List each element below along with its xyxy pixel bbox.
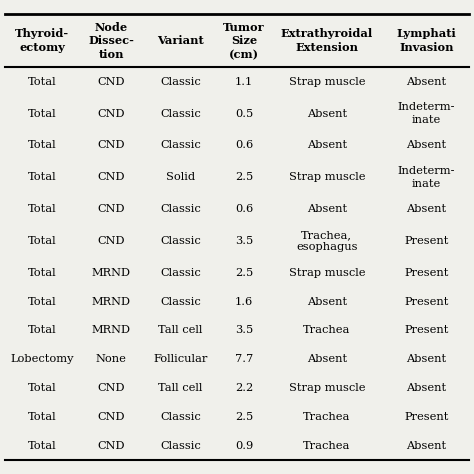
Text: CND: CND xyxy=(98,383,125,393)
Text: Absent: Absent xyxy=(406,383,447,393)
Text: Classic: Classic xyxy=(160,140,201,150)
Text: CND: CND xyxy=(98,173,125,182)
Text: Strap muscle: Strap muscle xyxy=(289,268,365,278)
Text: Absent: Absent xyxy=(406,140,447,150)
Text: 0.6: 0.6 xyxy=(235,140,253,150)
Text: Variant: Variant xyxy=(157,35,204,46)
Text: Present: Present xyxy=(404,412,448,422)
Text: Absent: Absent xyxy=(307,297,347,307)
Text: MRND: MRND xyxy=(91,297,131,307)
Text: Absent: Absent xyxy=(307,140,347,150)
Text: Indeterm-
inate: Indeterm- inate xyxy=(398,166,455,189)
Text: Total: Total xyxy=(28,325,56,336)
Text: Present: Present xyxy=(404,236,448,246)
Text: Lymphati
Invasion: Lymphati Invasion xyxy=(397,28,456,53)
Text: Lobectomy: Lobectomy xyxy=(10,354,74,364)
Text: Trachea,
esophagus: Trachea, esophagus xyxy=(296,230,357,252)
Text: CND: CND xyxy=(98,236,125,246)
Text: 2.5: 2.5 xyxy=(235,173,253,182)
Text: None: None xyxy=(96,354,127,364)
Text: MRND: MRND xyxy=(91,325,131,336)
Text: Total: Total xyxy=(28,140,56,150)
Text: Classic: Classic xyxy=(160,77,201,87)
Text: Tall cell: Tall cell xyxy=(158,325,202,336)
Text: Total: Total xyxy=(28,173,56,182)
Text: Total: Total xyxy=(28,268,56,278)
Text: 3.5: 3.5 xyxy=(235,325,253,336)
Text: 0.9: 0.9 xyxy=(235,440,253,451)
Text: Classic: Classic xyxy=(160,236,201,246)
Text: Absent: Absent xyxy=(307,204,347,214)
Text: MRND: MRND xyxy=(91,268,131,278)
Text: Total: Total xyxy=(28,236,56,246)
Text: Classic: Classic xyxy=(160,204,201,214)
Text: 2.5: 2.5 xyxy=(235,412,253,422)
Text: Absent: Absent xyxy=(406,440,447,451)
Text: Strap muscle: Strap muscle xyxy=(289,173,365,182)
Text: Total: Total xyxy=(28,440,56,451)
Text: Present: Present xyxy=(404,325,448,336)
Text: Indeterm-
inate: Indeterm- inate xyxy=(398,102,455,125)
Text: CND: CND xyxy=(98,109,125,118)
Text: Trachea: Trachea xyxy=(303,440,351,451)
Text: 0.5: 0.5 xyxy=(235,109,253,118)
Text: CND: CND xyxy=(98,412,125,422)
Text: Absent: Absent xyxy=(307,109,347,118)
Text: Classic: Classic xyxy=(160,297,201,307)
Text: Present: Present xyxy=(404,268,448,278)
Text: Total: Total xyxy=(28,412,56,422)
Text: Strap muscle: Strap muscle xyxy=(289,77,365,87)
Text: Follicular: Follicular xyxy=(153,354,208,364)
Text: Solid: Solid xyxy=(166,173,195,182)
Text: Tall cell: Tall cell xyxy=(158,383,202,393)
Text: CND: CND xyxy=(98,140,125,150)
Text: Classic: Classic xyxy=(160,440,201,451)
Text: 1.1: 1.1 xyxy=(235,77,253,87)
Text: Total: Total xyxy=(28,383,56,393)
Text: Classic: Classic xyxy=(160,412,201,422)
Text: Trachea: Trachea xyxy=(303,325,351,336)
Text: CND: CND xyxy=(98,204,125,214)
Text: Classic: Classic xyxy=(160,268,201,278)
Text: Tumor
Size
(cm): Tumor Size (cm) xyxy=(223,21,264,60)
Text: Absent: Absent xyxy=(406,354,447,364)
Text: 7.7: 7.7 xyxy=(235,354,253,364)
Text: CND: CND xyxy=(98,77,125,87)
Text: 1.6: 1.6 xyxy=(235,297,253,307)
Text: 2.2: 2.2 xyxy=(235,383,253,393)
Text: 2.5: 2.5 xyxy=(235,268,253,278)
Text: Total: Total xyxy=(28,109,56,118)
Text: Total: Total xyxy=(28,204,56,214)
Text: Absent: Absent xyxy=(406,204,447,214)
Text: Extrathyroidal
Extension: Extrathyroidal Extension xyxy=(281,28,373,53)
Text: Present: Present xyxy=(404,297,448,307)
Text: Total: Total xyxy=(28,77,56,87)
Text: Total: Total xyxy=(28,297,56,307)
Text: CND: CND xyxy=(98,440,125,451)
Text: 3.5: 3.5 xyxy=(235,236,253,246)
Text: Absent: Absent xyxy=(406,77,447,87)
Text: 0.6: 0.6 xyxy=(235,204,253,214)
Text: Thyroid-
ectomy: Thyroid- ectomy xyxy=(15,28,69,53)
Text: Absent: Absent xyxy=(307,354,347,364)
Text: Trachea: Trachea xyxy=(303,412,351,422)
Text: Node
Dissec-
tion: Node Dissec- tion xyxy=(88,21,134,60)
Text: Strap muscle: Strap muscle xyxy=(289,383,365,393)
Text: Classic: Classic xyxy=(160,109,201,118)
